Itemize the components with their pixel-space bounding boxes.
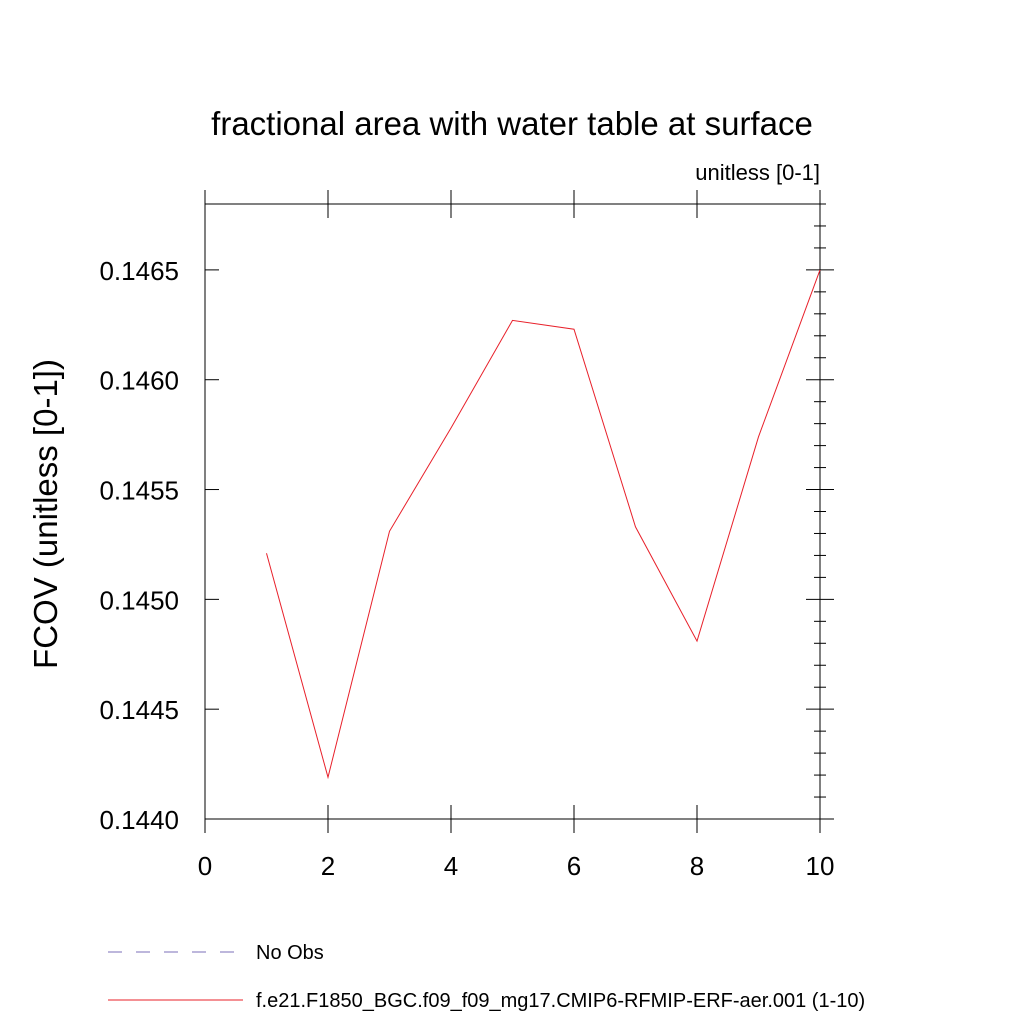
y-axis-label: FCOV (unitless [0-1]) <box>27 359 64 669</box>
x-tick-label: 6 <box>567 851 581 881</box>
y-tick-label: 0.1445 <box>99 695 179 725</box>
plot-frame <box>204 203 821 820</box>
x-tick-label: 10 <box>806 851 835 881</box>
x-tick-label: 2 <box>321 851 335 881</box>
y-tick-label: 0.1455 <box>99 476 179 506</box>
legend: No Obs f.e21.F1850_BGC.f09_f09_mg17.CMIP6… <box>108 942 865 1012</box>
x-tick-label: 8 <box>690 851 704 881</box>
x-tick-label: 4 <box>444 851 458 881</box>
series-lines <box>266 269 821 780</box>
axis-ticks <box>204 190 834 833</box>
series-line <box>266 269 821 780</box>
x-tick-label: 0 <box>198 851 212 881</box>
axis-tick-labels: 0 2 4 6 8 10 0.1440 0.1445 0.1450 0.1455 0.1460 0.1… <box>99 256 834 881</box>
y-tick-label: 0.1450 <box>99 585 179 615</box>
chart-subtitle: unitless [0-1] <box>695 160 820 185</box>
y-tick-label: 0.1465 <box>99 256 179 286</box>
y-tick-label: 0.1440 <box>99 805 179 835</box>
chart-title: fractional area with water table at surf… <box>211 105 813 142</box>
y-tick-label: 0.1460 <box>99 366 179 396</box>
legend-label: f.e21.F1850_BGC.f09_f09_mg17.CMIP6-RFMIP… <box>256 990 865 1012</box>
legend-label: No Obs <box>256 942 324 964</box>
